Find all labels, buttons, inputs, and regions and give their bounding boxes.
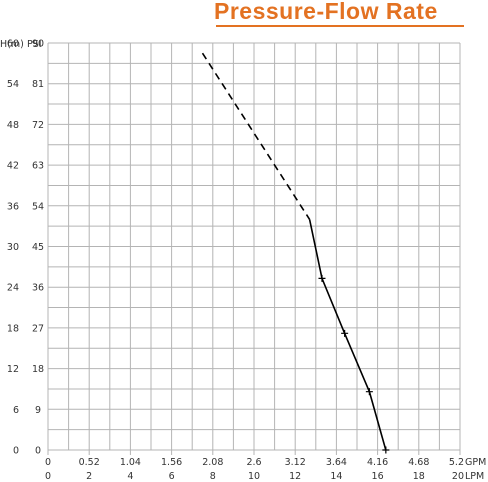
- y-tick-label-psi: 81: [32, 79, 44, 90]
- y-tick-label-psi: 45: [32, 242, 44, 253]
- y-tick-label-psi: 18: [32, 364, 44, 375]
- y-tick-label-m: 12: [7, 364, 19, 375]
- x-tick-label-lpm: 8: [210, 471, 216, 482]
- x-tick-label-lpm: 12: [289, 471, 301, 482]
- title-underline: [216, 25, 464, 27]
- x-tick-label-lpm: 4: [127, 471, 133, 482]
- x-tick-label-lpm: 0: [45, 471, 51, 482]
- curve-dashed-segment: [201, 52, 311, 220]
- y-tick-label-psi: 90: [32, 39, 44, 50]
- y-tick-label-m: 48: [7, 120, 19, 131]
- x-tick-label-gpm: 0: [45, 457, 51, 468]
- y-tick-label-psi: 54: [32, 201, 44, 212]
- x-tick-label-lpm: 10: [248, 471, 260, 482]
- x-tick-label-lpm: 20: [452, 471, 464, 482]
- curve-solid-segment: [308, 219, 387, 451]
- data-point-marker: [341, 329, 349, 337]
- x-tick-label-gpm: 3.12: [285, 457, 306, 468]
- y-tick-label-m: 36: [7, 201, 19, 212]
- x-tick-label-gpm: 0.52: [79, 457, 100, 468]
- data-point-marker: [382, 446, 390, 454]
- x-tick-label-lpm: 2: [86, 471, 92, 482]
- data-point-marker: [318, 274, 326, 282]
- y-tick-label-m: 30: [7, 242, 19, 253]
- y-tick-label-m: 0: [13, 446, 19, 457]
- x-tick-label-gpm: 4.16: [367, 457, 388, 468]
- x-tick-label-lpm: 16: [372, 471, 384, 482]
- x-tick-label-gpm: 3.64: [326, 457, 347, 468]
- x-axis-label-gpm: GPM: [465, 457, 486, 468]
- x-tick-label-gpm: 1.56: [161, 457, 182, 468]
- x-tick-label-gpm: 2.6: [246, 457, 261, 468]
- data-point-marker: [365, 388, 373, 396]
- y-tick-label-m: 42: [7, 161, 19, 172]
- x-tick-label-lpm: 6: [169, 471, 175, 482]
- y-tick-label-psi: 9: [35, 405, 41, 416]
- chart-title: Pressure-Flow Rate: [214, 0, 438, 24]
- x-tick-label-gpm: 5.2: [449, 457, 464, 468]
- y-axis-label-m: H(m): [0, 39, 24, 50]
- y-tick-label-m: 60: [7, 39, 19, 50]
- x-tick-label-lpm: 14: [330, 471, 342, 482]
- y-tick-label-psi: 0: [35, 446, 41, 457]
- y-tick-label-m: 6: [13, 405, 19, 416]
- y-tick-label-psi: 36: [32, 283, 44, 294]
- x-tick-label-gpm: 2.08: [202, 457, 223, 468]
- y-tick-label-m: 24: [7, 283, 19, 294]
- y-tick-label-m: 54: [7, 79, 19, 90]
- y-tick-label-psi: 27: [32, 323, 44, 334]
- y-axis-label-psi: PSI: [27, 39, 42, 50]
- x-tick-label-lpm: 18: [413, 471, 425, 482]
- x-tick-label-gpm: 4.68: [408, 457, 429, 468]
- x-tick-label-gpm: 1.04: [120, 457, 141, 468]
- y-tick-label-m: 18: [7, 323, 19, 334]
- y-tick-label-psi: 63: [32, 161, 44, 172]
- y-tick-label-psi: 72: [32, 120, 44, 131]
- x-axis-label-lpm: LPM: [465, 471, 484, 482]
